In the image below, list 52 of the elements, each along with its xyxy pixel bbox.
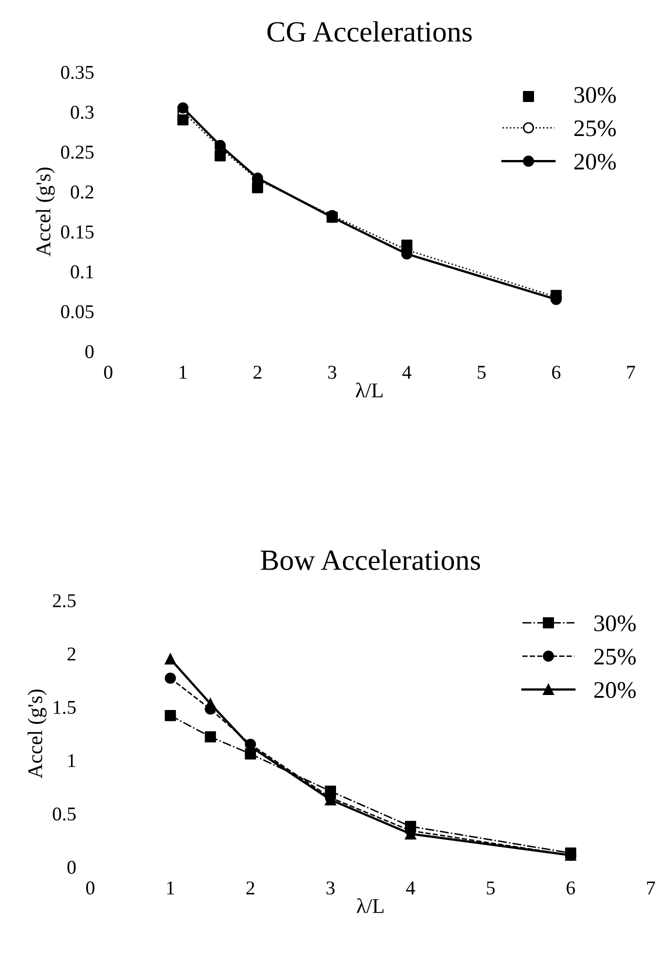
legend-label: 25%: [574, 120, 616, 136]
point: [164, 710, 176, 722]
x-tick-label: 6: [566, 881, 575, 895]
legend-label: 30%: [594, 615, 636, 632]
x-tick-label: 2: [254, 366, 262, 379]
point: [214, 140, 226, 151]
y-tick-label: 0: [67, 860, 76, 874]
point: [164, 672, 176, 684]
y-tick-label: 0.5: [52, 807, 76, 821]
x-axis-title: λ/L: [356, 898, 384, 914]
chart-title: CG Accelerations: [267, 21, 472, 42]
point: [252, 182, 264, 194]
y-tick-label: 2: [68, 648, 76, 660]
x-tick-label: 0: [104, 366, 112, 379]
y-tick-label: 2.5: [52, 594, 76, 608]
x-tick-label: 7: [647, 882, 656, 894]
x-tick-label: 4: [402, 366, 412, 379]
x-tick-label: 4: [406, 882, 416, 894]
y-tick-label: 0.25: [61, 146, 94, 159]
x-tick-label: 3: [328, 366, 336, 379]
point: [214, 150, 226, 162]
point: [204, 731, 216, 742]
legend-label: 30%: [574, 86, 616, 104]
point: [204, 698, 216, 710]
y-axis-title: Accel (g's): [36, 168, 55, 256]
x-tick-label: 6: [552, 366, 560, 379]
x-tick-label: 7: [627, 366, 636, 379]
y-tick-label: 0.15: [61, 225, 94, 239]
x-tick-label: 1: [180, 366, 187, 379]
y-tick-label: 0: [85, 345, 94, 358]
y-tick-label: 0.1: [70, 265, 94, 278]
y-tick-label: 0.3: [70, 106, 94, 119]
y-tick-label: 0.35: [61, 66, 94, 80]
legend-label: 25%: [594, 648, 636, 665]
x-tick-label: 1: [167, 881, 174, 894]
y-tick-label: 0.2: [70, 185, 94, 199]
point: [177, 114, 188, 126]
y-axis-title: Accel (g's): [28, 690, 47, 778]
x-tick-label: 2: [246, 881, 254, 894]
x-tick-label: 3: [326, 881, 335, 895]
chart-title: Bow Accelerations: [260, 550, 480, 570]
point: [164, 653, 176, 665]
point: [401, 240, 412, 251]
y-tick-label: 0.05: [61, 305, 94, 318]
x-axis-title: λ/L: [356, 382, 383, 398]
x-tick-label: 5: [486, 882, 495, 895]
legend-label: 20%: [574, 154, 616, 170]
point: [177, 102, 188, 114]
y-tick-label: 1: [68, 754, 76, 768]
y-tick-label: 1.5: [54, 700, 76, 714]
legend-label: 20%: [594, 682, 636, 698]
x-tick-label: 5: [478, 366, 486, 379]
